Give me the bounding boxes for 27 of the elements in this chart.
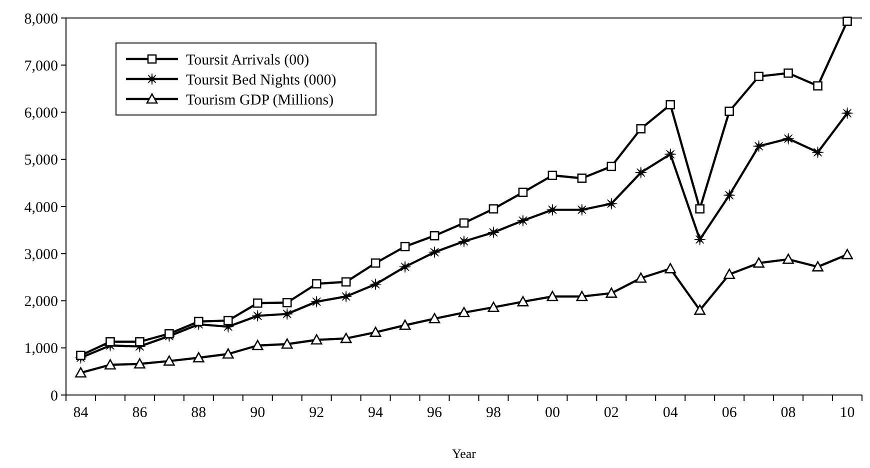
y-tick-label: 6,000 [24,106,58,122]
x-tick-label: 86 [132,405,148,421]
y-tick-label: 0 [50,388,58,404]
x-tick-label: 00 [544,405,560,421]
x-tick-label: 06 [722,405,738,421]
x-tick-label: 96 [427,405,443,421]
x-axis-title: Year [452,446,477,461]
y-tick-label: 4,000 [24,200,58,216]
x-tick-label: 98 [486,405,501,421]
y-tick-label: 1,000 [24,341,58,358]
legend-label: Toursit Bed Nights (000) [186,72,336,88]
legend-label: Tourism GDP (Millions) [186,92,334,108]
x-tick-label: 88 [191,405,206,421]
x-tick-label: 90 [250,405,266,421]
y-tick-label: 8,000 [24,11,58,28]
y-tick-label: 7,000 [24,58,58,74]
x-tick-label: 94 [368,405,384,421]
x-tick-label: 08 [780,405,796,421]
x-tick-label: 84 [73,405,89,421]
x-tick-label: 92 [309,405,324,421]
x-tick-label: 04 [662,405,678,421]
x-tick-label: 10 [840,405,855,421]
legend-label: Toursit Arrivals (00) [186,52,310,68]
y-tick-label: 2,000 [24,294,58,310]
x-tick-label: 02 [604,405,619,421]
y-tick-label: 3,000 [24,246,58,263]
y-tick-label: 5,000 [24,152,58,169]
